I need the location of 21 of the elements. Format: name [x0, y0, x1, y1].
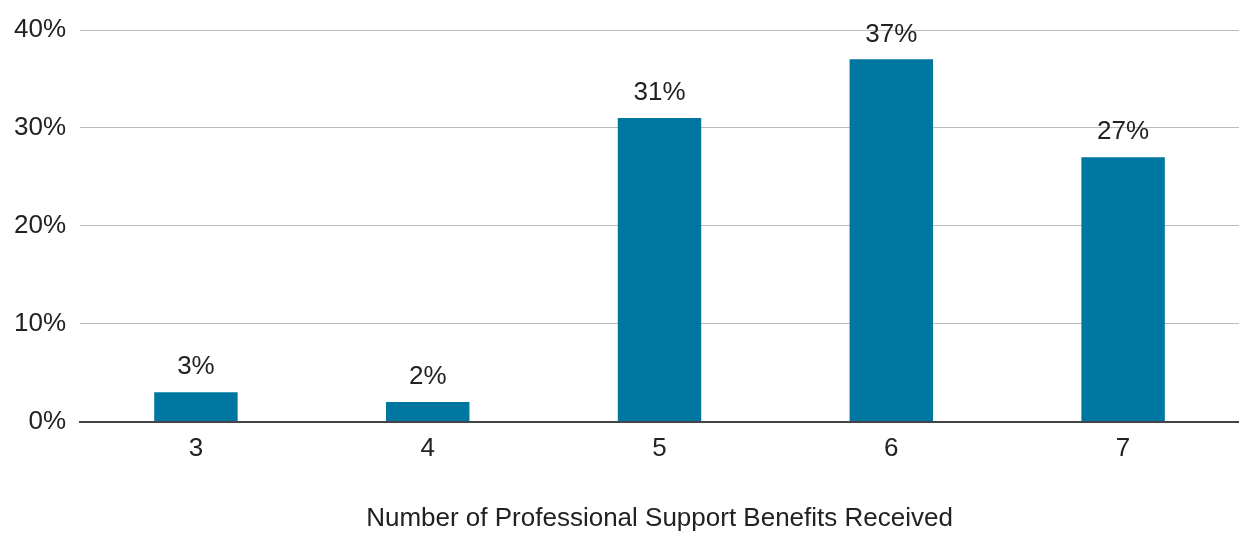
x-tick-label: 7: [1115, 432, 1131, 463]
data-label: 31%: [633, 76, 686, 107]
bar: [1081, 157, 1165, 422]
x-axis-title: Number of Professional Support Benefits Received: [366, 501, 953, 532]
x-tick-label: 3: [188, 432, 204, 463]
bar: [386, 402, 470, 422]
data-label: 37%: [865, 17, 918, 48]
x-tick-label: 4: [420, 432, 435, 463]
y-tick-label: 0%: [28, 404, 67, 435]
data-label: 3%: [177, 350, 215, 381]
data-label: 27%: [1097, 115, 1150, 146]
y-tick-label: 10%: [13, 306, 67, 337]
y-tick-label: 30%: [13, 111, 67, 142]
bar: [154, 392, 238, 422]
x-tick-label: 6: [884, 432, 899, 463]
y-tick-label: 40%: [13, 13, 67, 44]
x-tick-label: 5: [652, 432, 667, 463]
bar: [617, 118, 702, 422]
data-label: 2%: [408, 360, 447, 391]
bar: [849, 59, 934, 422]
y-tick-label: 20%: [13, 208, 67, 239]
